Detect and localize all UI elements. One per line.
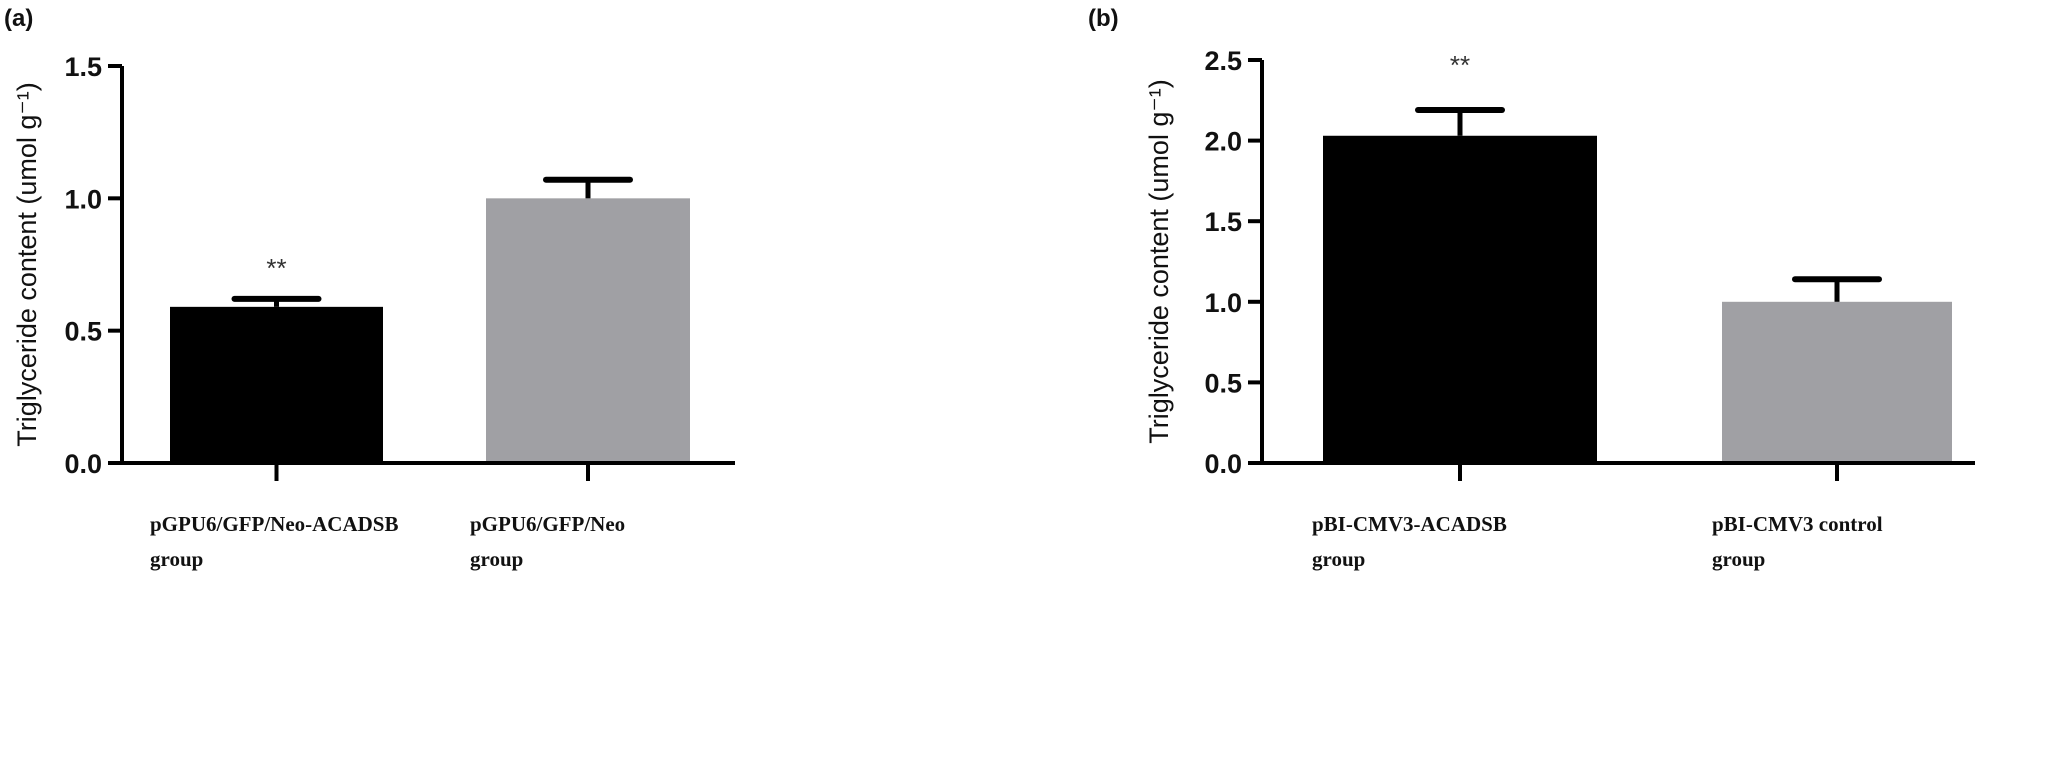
category-label: group: [1312, 547, 1365, 571]
y-tick-label: 1.0: [1204, 288, 1242, 318]
y-tick-label: 1.0: [64, 184, 102, 214]
category-label: pBI-CMV3 control: [1712, 512, 1883, 536]
y-tick-label: 0.0: [1204, 449, 1242, 479]
y-tick-label: 0.5: [64, 317, 102, 347]
significance-marker: **: [266, 253, 286, 283]
panel-label: (b): [1088, 5, 1119, 32]
y-axis-label: Triglyceride content (umol g⁻¹): [12, 82, 42, 446]
category-label: group: [470, 547, 523, 571]
y-tick-label: 1.5: [64, 52, 102, 82]
category-label: group: [1712, 547, 1765, 571]
panel-label: (a): [4, 5, 33, 32]
category-label: group: [150, 547, 203, 571]
category-label: pGPU6/GFP/Neo-ACADSB: [150, 512, 399, 536]
bar: [1323, 135, 1597, 463]
y-tick-label: 0.5: [1204, 368, 1242, 398]
bar: [486, 198, 690, 464]
significance-marker: **: [1450, 50, 1470, 80]
category-label: pBI-CMV3-ACADSB: [1312, 512, 1507, 536]
y-axis-label: Triglyceride content (umol g⁻¹): [1144, 79, 1174, 443]
y-tick-label: 2.5: [1204, 46, 1242, 76]
panel-a: (a) Triglyceride content (umol g⁻¹) ** pGPU…: [4, 5, 735, 571]
y-tick-label: 1.5: [1204, 207, 1242, 237]
bar: [170, 306, 383, 463]
bar: [1722, 301, 1952, 463]
y-tick-label: 2.0: [1204, 127, 1242, 157]
panel-b: (b) Triglyceride content (umol g⁻¹) ** pBI-…: [1088, 5, 1975, 571]
y-tick-label: 0.0: [64, 449, 102, 479]
category-label: pGPU6/GFP/Neo: [470, 512, 625, 536]
